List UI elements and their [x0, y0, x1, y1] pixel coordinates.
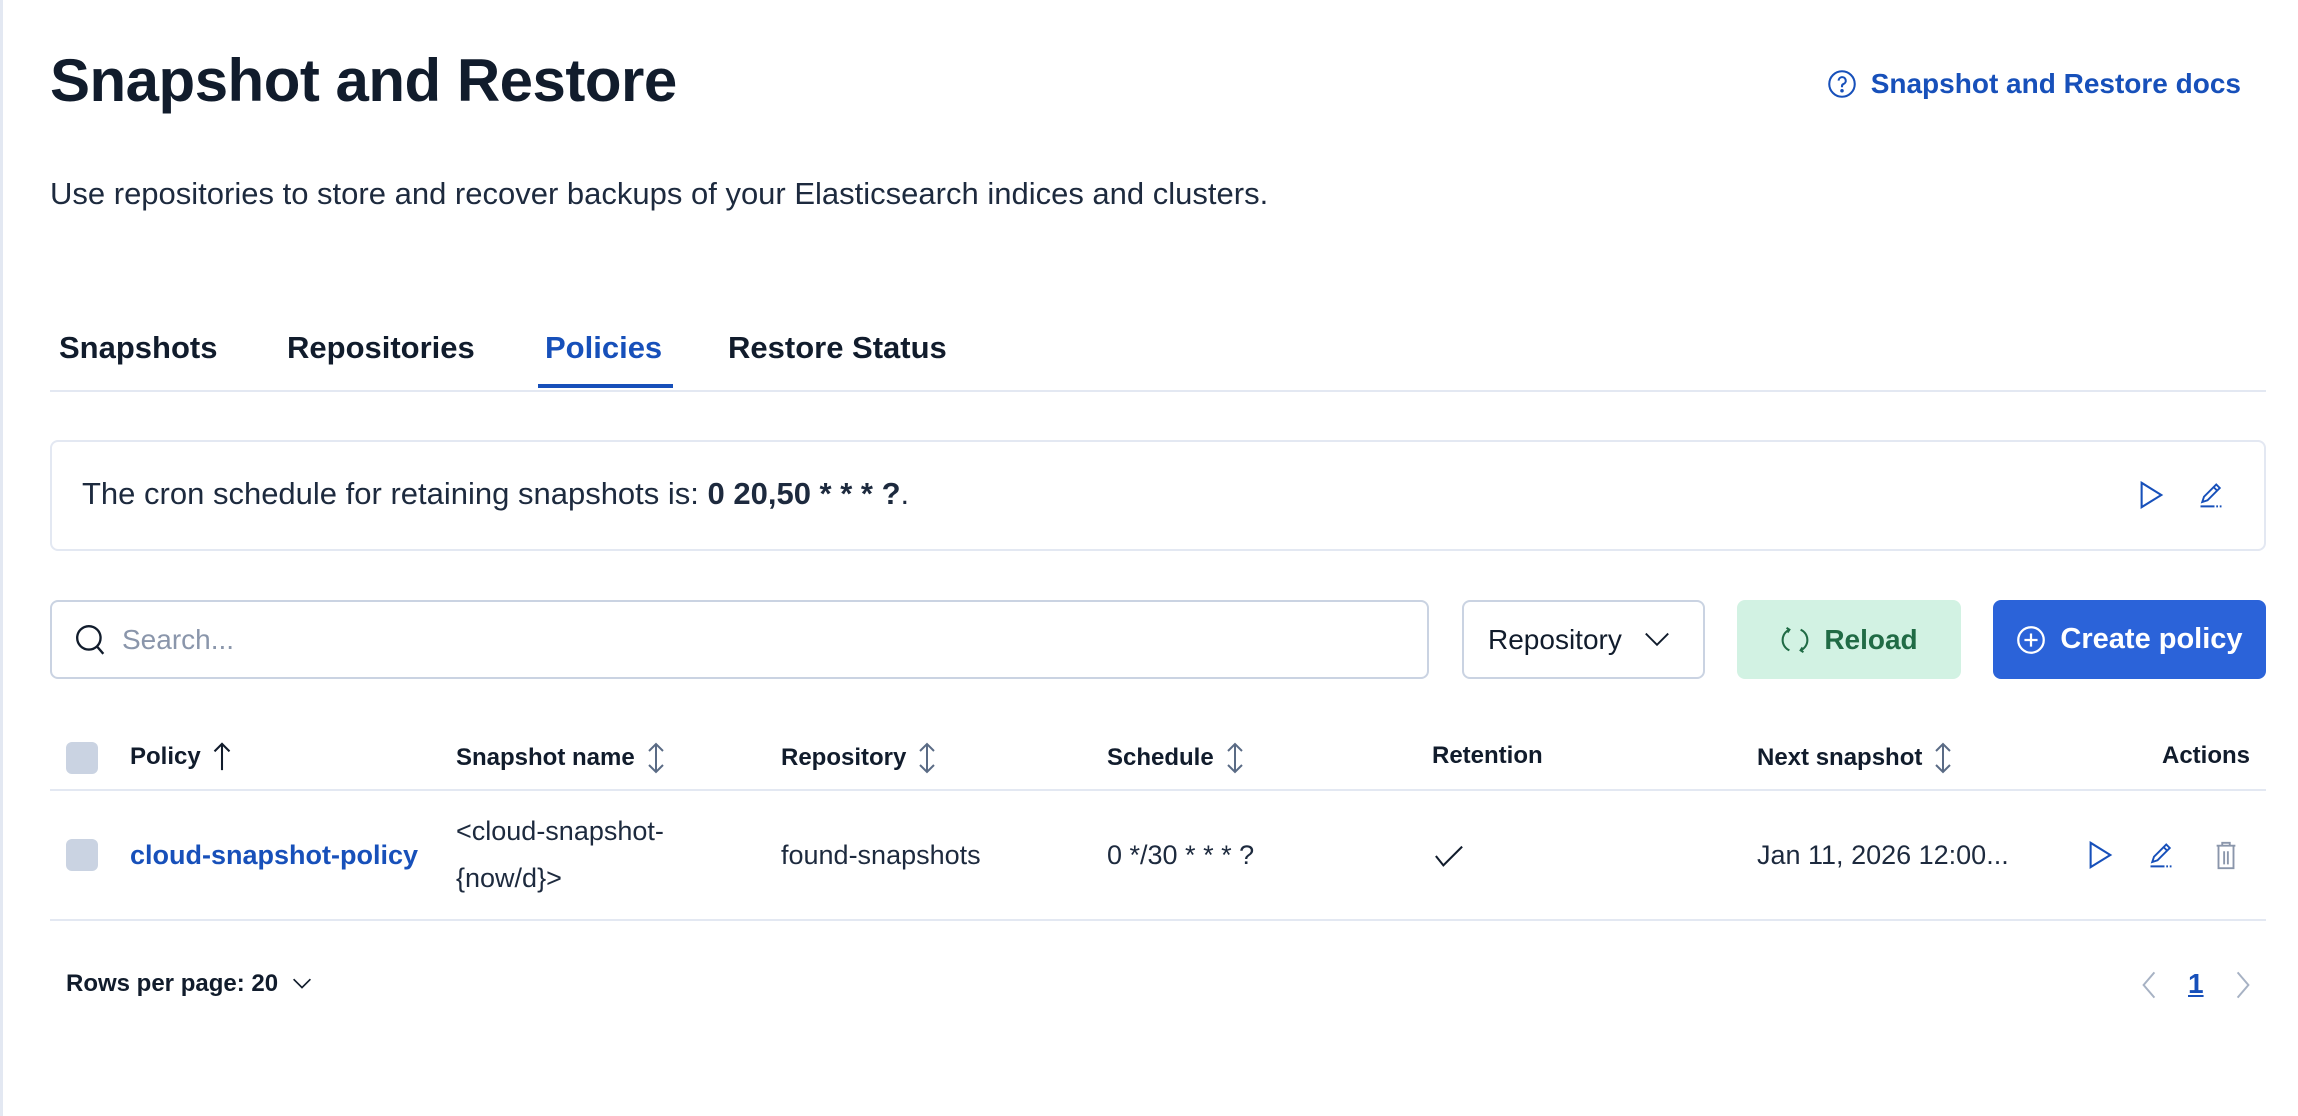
reload-button[interactable]: Reload	[1737, 600, 1961, 679]
repository-filter-label: Repository	[1488, 623, 1622, 655]
pencil-icon	[2150, 843, 2172, 868]
snapshot-name-cell: <cloud-snapshot- {now/d}>	[456, 808, 664, 902]
column-header-retention: Retention	[1432, 742, 1543, 770]
left-border	[0, 0, 3, 1116]
tab-policies[interactable]: Policies	[545, 330, 663, 365]
page-title: Snapshot and Restore	[50, 47, 677, 114]
row-checkbox[interactable]	[66, 839, 98, 871]
play-icon	[2089, 840, 2113, 870]
snapshot-name-line: <cloud-snapshot-	[456, 816, 664, 846]
docs-link-label: Snapshot and Restore docs	[1870, 68, 2241, 99]
chevron-down-icon	[1644, 632, 1669, 646]
tab-repositories[interactable]: Repositories	[287, 330, 475, 365]
active-tab-indicator	[538, 384, 673, 388]
page-description: Use repositories to store and recover ba…	[50, 176, 1269, 211]
column-header-snapshot-name[interactable]: Snapshot name	[456, 742, 667, 774]
sort-ascending-icon	[213, 742, 230, 771]
snapshot-name-line: {now/d}>	[456, 863, 562, 893]
pencil-icon	[2200, 483, 2222, 508]
select-all-checkbox[interactable]	[66, 742, 98, 774]
column-label: Retention	[1432, 742, 1543, 769]
sort-icon	[1935, 742, 1952, 774]
column-label: Snapshot name	[456, 744, 635, 771]
create-policy-label: Create policy	[2060, 623, 2243, 655]
check-icon	[1435, 845, 1463, 867]
delete-policy-button[interactable]	[2208, 837, 2244, 873]
chevron-down-icon	[293, 978, 312, 989]
rows-per-page-selector[interactable]: Rows per page: 20	[66, 970, 312, 998]
tab-restore-status[interactable]: Restore Status	[728, 330, 947, 365]
cron-suffix: .	[900, 476, 910, 511]
column-label: Next snapshot	[1757, 744, 1923, 771]
next-page-icon[interactable]	[2234, 970, 2252, 1000]
next-snapshot-cell: Jan 11, 2026 12:00...	[1757, 840, 2009, 870]
play-icon	[2140, 480, 2164, 510]
table-header-divider	[50, 789, 2266, 791]
docs-link[interactable]: Snapshot and Restore docs	[1827, 68, 2241, 100]
column-header-schedule[interactable]: Schedule	[1107, 742, 1246, 774]
reload-label: Reload	[1824, 623, 1918, 655]
column-header-next-snapshot[interactable]: Next snapshot	[1757, 742, 1954, 774]
tab-snapshots[interactable]: Snapshots	[59, 330, 218, 365]
cron-callout: The cron schedule for retaining snapshot…	[50, 440, 2266, 551]
run-retention-button[interactable]	[2134, 478, 2168, 512]
policy-link[interactable]: cloud-snapshot-policy	[130, 840, 419, 870]
edit-policy-button[interactable]	[2143, 837, 2179, 873]
previous-page-icon[interactable]	[2140, 970, 2158, 1000]
column-label: Actions	[2161, 742, 2250, 769]
cron-schedule: 0 20,50 * * * ?	[707, 476, 901, 511]
repository-cell: found-snapshots	[781, 840, 981, 870]
run-policy-button[interactable]	[2082, 837, 2118, 873]
column-label: Policy	[130, 743, 201, 770]
column-label: Repository	[781, 744, 907, 771]
table-bottom-divider	[50, 919, 2266, 921]
sort-icon	[1226, 742, 1243, 774]
schedule-cell: 0 */30 * * * ?	[1107, 840, 1255, 870]
rows-per-page-label: Rows per page: 20	[66, 970, 279, 997]
search-input[interactable]	[122, 623, 1322, 656]
search-field[interactable]	[50, 600, 1429, 679]
cron-prefix: The cron schedule for retaining snapshot…	[82, 476, 708, 511]
column-label: Schedule	[1107, 744, 1214, 771]
trash-icon	[2216, 841, 2236, 870]
edit-retention-button[interactable]	[2194, 478, 2228, 512]
column-header-policy[interactable]: Policy	[130, 742, 233, 772]
page-1-button[interactable]: 1	[2188, 968, 2204, 999]
search-icon	[76, 624, 105, 655]
tabs-divider	[50, 390, 2266, 392]
help-icon	[1827, 70, 1856, 98]
cron-text: The cron schedule for retaining snapshot…	[82, 476, 909, 512]
column-header-repository[interactable]: Repository	[781, 742, 938, 774]
repository-filter-dropdown[interactable]: Repository	[1462, 600, 1705, 679]
sort-icon	[647, 742, 664, 774]
sort-icon	[919, 742, 936, 774]
column-header-actions: Actions	[2162, 742, 2250, 770]
refresh-icon	[1781, 626, 1809, 653]
create-policy-button[interactable]: Create policy	[1993, 600, 2266, 679]
plus-circle-icon	[2017, 625, 2046, 654]
